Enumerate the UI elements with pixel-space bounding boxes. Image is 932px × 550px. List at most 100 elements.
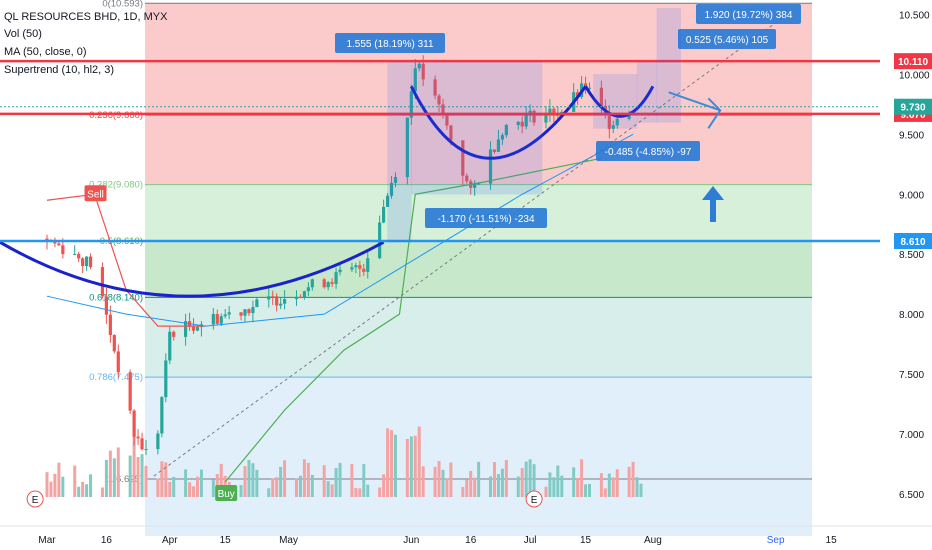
ma-indicator-label[interactable]: MA (50, close, 0)	[4, 46, 87, 58]
candle-body	[172, 331, 176, 337]
candle-body	[85, 256, 89, 267]
volume-bar	[156, 478, 160, 497]
candle-body	[251, 307, 255, 314]
volume-bar	[544, 486, 548, 497]
supertrend-up-line	[224, 157, 602, 483]
price-axis-tick: 9.500	[899, 130, 924, 141]
earnings-marker-icon	[525, 490, 543, 508]
volume-bar	[378, 487, 382, 497]
volume-bar	[140, 454, 144, 497]
volume-bar	[271, 478, 275, 497]
price-axis-tick: 6.500	[899, 490, 924, 501]
measure-label: 1.555 (18.19%) 311	[346, 39, 434, 50]
candle-body	[354, 265, 358, 268]
candle-body	[144, 449, 148, 451]
candle-body	[409, 91, 413, 118]
candle-body	[437, 95, 441, 105]
candle-body	[449, 125, 453, 141]
measure-label: -0.485 (-4.85%) -97	[605, 147, 692, 158]
volume-bar	[489, 476, 493, 497]
fib-level-label: 0(10.593)	[102, 0, 143, 9]
volume-bar	[611, 477, 615, 497]
candle-body	[104, 296, 108, 315]
candle-body	[615, 118, 619, 126]
measure-label: -1.170 (-11.51%) -234	[437, 214, 535, 225]
volume-bar	[496, 474, 500, 497]
measure-area	[593, 74, 638, 129]
measure-label-box	[335, 33, 445, 53]
candle-body	[215, 313, 219, 324]
volume-bar	[358, 488, 362, 497]
volume-bar	[386, 428, 390, 497]
candle-body	[504, 124, 508, 136]
price-axis-tick: 9.000	[899, 190, 924, 201]
candle-body	[279, 303, 283, 306]
candle-body	[362, 268, 366, 272]
earnings-marker-icon	[26, 490, 44, 508]
volume-bar	[504, 459, 508, 497]
candle-body	[413, 68, 417, 92]
candle-body	[243, 309, 247, 316]
candle-body	[461, 140, 465, 176]
fib-level-label: 0.236(9.660)	[89, 110, 143, 121]
volume-bar	[417, 426, 421, 497]
measure-area	[411, 62, 543, 195]
candle-body	[524, 115, 528, 127]
volume-bar	[599, 473, 603, 497]
chart-title: QL RESOURCES BHD, 1D, MYX	[4, 11, 168, 23]
volume-indicator-label[interactable]: Vol (50)	[4, 28, 42, 40]
time-axis-tick: 15	[220, 535, 232, 546]
volume-bar	[603, 488, 607, 497]
volume-bar	[635, 477, 639, 497]
volume-bar	[413, 435, 417, 497]
time-axis-tick: 16	[101, 535, 113, 546]
volume-bar	[607, 473, 611, 497]
candle-body	[283, 299, 287, 304]
supertrend-indicator-label[interactable]: Supertrend (10, hl2, 3)	[4, 64, 115, 76]
volume-bar	[556, 465, 560, 497]
buy-signal-label: Buy	[218, 489, 235, 500]
candle-body	[128, 372, 132, 411]
level-price-label: 10.110	[898, 57, 928, 68]
candle-body	[195, 327, 200, 331]
volume-bar	[57, 462, 61, 497]
volume-bar	[588, 483, 592, 497]
candle-body	[219, 316, 223, 324]
candle-body	[405, 117, 409, 178]
volume-bar	[552, 477, 556, 497]
volume-bar	[433, 466, 437, 497]
volume-bar	[338, 462, 342, 497]
candle-body	[61, 245, 65, 255]
price-axis-tick: 7.000	[899, 430, 924, 441]
candle-body	[389, 182, 394, 196]
time-axis-tick: Sep	[767, 535, 785, 546]
candle-body	[326, 282, 330, 288]
volume-bar	[461, 486, 465, 497]
up-arrow-icon	[702, 186, 724, 222]
candle-body	[441, 104, 445, 116]
volume-bar	[275, 477, 279, 497]
volume-bar	[112, 458, 116, 497]
candle-body	[271, 296, 275, 298]
candle-body	[77, 253, 81, 259]
volume-bar	[473, 477, 477, 497]
volume-bar	[500, 468, 504, 497]
candle-body	[140, 438, 144, 450]
volume-bar	[279, 466, 283, 497]
candle-body	[108, 314, 112, 336]
volume-bar	[639, 483, 643, 497]
measure-label-box	[596, 141, 700, 161]
volume-bar	[627, 466, 631, 497]
volume-bar	[168, 481, 172, 497]
volume-bar	[405, 438, 409, 497]
candle-body	[306, 287, 310, 292]
candle-body	[45, 238, 49, 241]
projection-arrow	[668, 91, 722, 129]
measure-area	[656, 8, 681, 123]
fib-zone-1	[145, 115, 812, 185]
sell-signal-label: Sell	[87, 189, 104, 200]
measure-label-box	[425, 208, 547, 228]
volume-bar	[409, 436, 413, 497]
earnings-marker-label: E	[531, 495, 538, 506]
